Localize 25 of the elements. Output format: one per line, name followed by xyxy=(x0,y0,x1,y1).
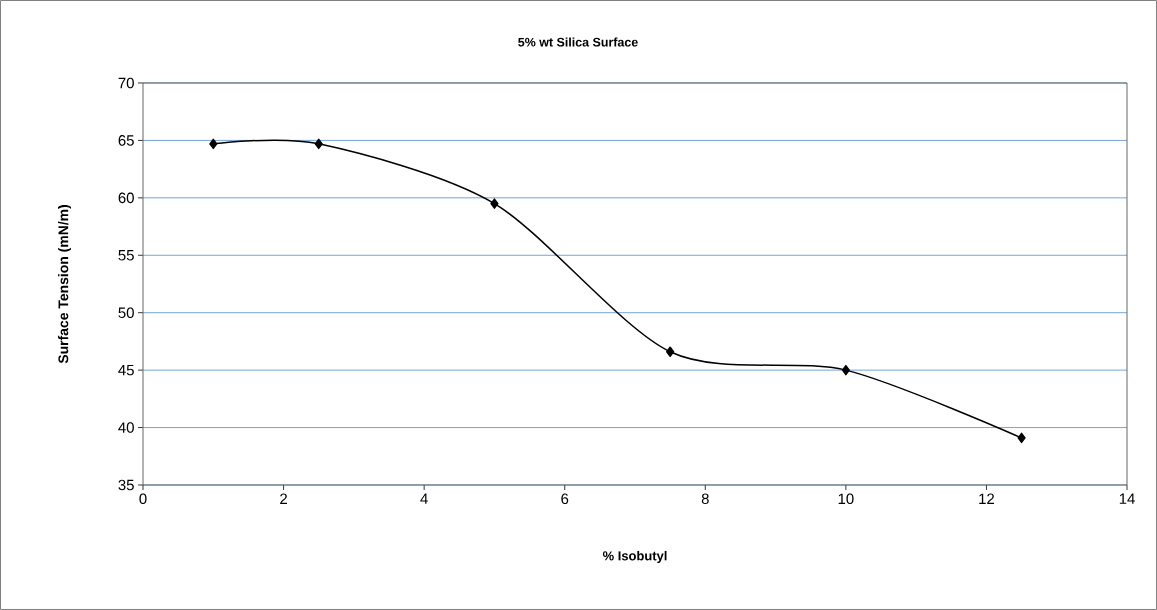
y-tick-label: 55 xyxy=(118,250,134,261)
y-tick-label: 35 xyxy=(118,479,134,491)
point xyxy=(841,364,850,376)
x-tick-label: 14 xyxy=(1119,493,1135,504)
y-tick-label: 65 xyxy=(118,135,134,146)
y-tick-label: 70 xyxy=(118,77,134,89)
x-tick-label: 2 xyxy=(280,493,287,504)
x-tick-label: 8 xyxy=(701,493,709,505)
x-tick-label: 0 xyxy=(139,493,147,505)
x-tick-label: 12 xyxy=(979,493,994,504)
point xyxy=(666,346,675,357)
x-tick-label: 10 xyxy=(838,493,854,505)
x-tick-label: 4 xyxy=(420,493,428,504)
y-tick-label: 60 xyxy=(118,192,134,204)
y-tick-label: 45 xyxy=(118,364,134,376)
point xyxy=(1017,432,1026,444)
x-tick-label: 6 xyxy=(561,493,569,505)
chart-title: 5% wt Silica Surface xyxy=(518,37,638,47)
y-tick-label: 40 xyxy=(118,422,134,433)
point xyxy=(209,138,218,150)
x-axis-title: % Isobutyl xyxy=(602,550,667,563)
y-tick-label: 50 xyxy=(118,307,134,318)
point xyxy=(490,198,499,209)
point xyxy=(314,138,323,150)
y-axis-title: Surface Tension (mN/m) xyxy=(58,204,72,364)
